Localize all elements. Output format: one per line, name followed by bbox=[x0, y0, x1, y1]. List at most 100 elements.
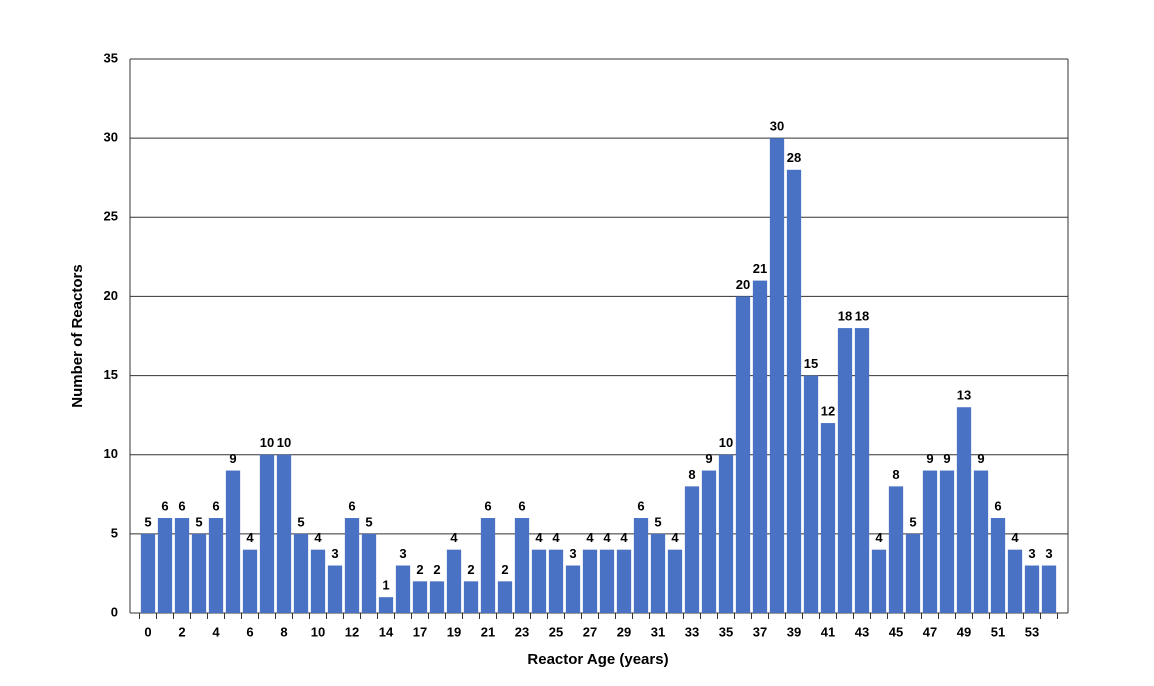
bar bbox=[956, 407, 972, 613]
bar bbox=[633, 518, 649, 613]
data-label: 4 bbox=[603, 530, 611, 545]
x-tick-label: 43 bbox=[855, 624, 869, 639]
x-tick-label: 17 bbox=[413, 624, 427, 639]
y-tick-label: 10 bbox=[104, 446, 118, 461]
x-tick-label: 35 bbox=[719, 624, 733, 639]
x-tick-label: 27 bbox=[583, 624, 597, 639]
bar bbox=[480, 518, 496, 613]
data-label: 8 bbox=[892, 467, 899, 482]
bar bbox=[854, 328, 870, 613]
x-tick-label: 33 bbox=[685, 624, 699, 639]
data-label: 6 bbox=[178, 498, 185, 513]
x-tick-label: 19 bbox=[447, 624, 461, 639]
bar bbox=[667, 549, 683, 613]
data-label: 3 bbox=[1028, 546, 1035, 561]
bar bbox=[412, 581, 428, 613]
data-label: 21 bbox=[753, 261, 767, 276]
data-label: 6 bbox=[484, 498, 491, 513]
data-label: 5 bbox=[297, 514, 304, 529]
data-label: 10 bbox=[260, 435, 274, 450]
data-label: 4 bbox=[552, 530, 560, 545]
bar bbox=[1041, 565, 1057, 613]
bar bbox=[395, 565, 411, 613]
data-label: 6 bbox=[518, 498, 525, 513]
bar bbox=[429, 581, 445, 613]
bar bbox=[786, 169, 802, 614]
data-label: 4 bbox=[875, 530, 883, 545]
data-label: 6 bbox=[212, 498, 219, 513]
y-tick-label: 15 bbox=[104, 367, 118, 382]
data-label: 4 bbox=[671, 530, 679, 545]
x-tick-label: 39 bbox=[787, 624, 801, 639]
data-label: 3 bbox=[1045, 546, 1052, 561]
data-label: 5 bbox=[654, 514, 661, 529]
bar bbox=[820, 423, 836, 613]
data-label: 18 bbox=[838, 309, 852, 324]
data-label: 6 bbox=[637, 498, 644, 513]
bar bbox=[276, 454, 292, 613]
data-label: 13 bbox=[957, 388, 971, 403]
bar bbox=[140, 533, 156, 613]
x-tick-label: 21 bbox=[481, 624, 495, 639]
bar bbox=[701, 470, 717, 613]
y-tick-label: 20 bbox=[104, 288, 118, 303]
data-label: 4 bbox=[450, 530, 458, 545]
data-label: 15 bbox=[804, 356, 818, 371]
data-label: 2 bbox=[501, 562, 508, 577]
bar bbox=[718, 454, 734, 613]
data-label: 1 bbox=[382, 578, 389, 593]
bar bbox=[293, 533, 309, 613]
bar bbox=[446, 549, 462, 613]
data-label: 4 bbox=[620, 530, 628, 545]
bar bbox=[208, 518, 224, 613]
y-tick-label: 0 bbox=[111, 604, 118, 619]
bar bbox=[225, 470, 241, 613]
bar bbox=[939, 470, 955, 613]
bar bbox=[616, 549, 632, 613]
bar bbox=[922, 470, 938, 613]
data-label: 10 bbox=[277, 435, 291, 450]
bar bbox=[599, 549, 615, 613]
data-label: 4 bbox=[314, 530, 322, 545]
bar bbox=[735, 296, 751, 613]
bar bbox=[191, 533, 207, 613]
bar bbox=[871, 549, 887, 613]
y-axis-label: Number of Reactors bbox=[69, 264, 86, 407]
bar bbox=[463, 581, 479, 613]
bar bbox=[837, 328, 853, 613]
x-tick-label: 49 bbox=[957, 624, 971, 639]
x-tick-label: 0 bbox=[144, 624, 151, 639]
x-tick-label: 45 bbox=[889, 624, 903, 639]
bar bbox=[157, 518, 173, 613]
data-label: 5 bbox=[144, 514, 151, 529]
y-tick-label: 30 bbox=[104, 130, 118, 145]
x-tick-label: 37 bbox=[753, 624, 767, 639]
bar bbox=[531, 549, 547, 613]
data-label: 3 bbox=[331, 546, 338, 561]
bar bbox=[548, 549, 564, 613]
data-label: 5 bbox=[195, 514, 202, 529]
bar bbox=[327, 565, 343, 613]
data-label: 9 bbox=[943, 451, 950, 466]
x-tick-label: 25 bbox=[549, 624, 563, 639]
bar bbox=[259, 454, 275, 613]
data-label: 4 bbox=[586, 530, 594, 545]
data-label: 12 bbox=[821, 403, 835, 418]
data-label: 6 bbox=[994, 498, 1001, 513]
data-label: 10 bbox=[719, 435, 733, 450]
y-tick-label: 25 bbox=[104, 209, 118, 224]
x-tick-label: 2 bbox=[178, 624, 185, 639]
data-label: 9 bbox=[977, 451, 984, 466]
bar bbox=[1007, 549, 1023, 613]
x-axis-label: Reactor Age (years) bbox=[527, 651, 668, 668]
data-label: 5 bbox=[365, 514, 372, 529]
data-label: 5 bbox=[909, 514, 916, 529]
bar bbox=[378, 597, 394, 613]
bar bbox=[752, 280, 768, 613]
x-tick-label: 31 bbox=[651, 624, 665, 639]
x-tick-label: 14 bbox=[379, 624, 394, 639]
bar bbox=[973, 470, 989, 613]
bar bbox=[650, 533, 666, 613]
data-label: 4 bbox=[1011, 530, 1019, 545]
